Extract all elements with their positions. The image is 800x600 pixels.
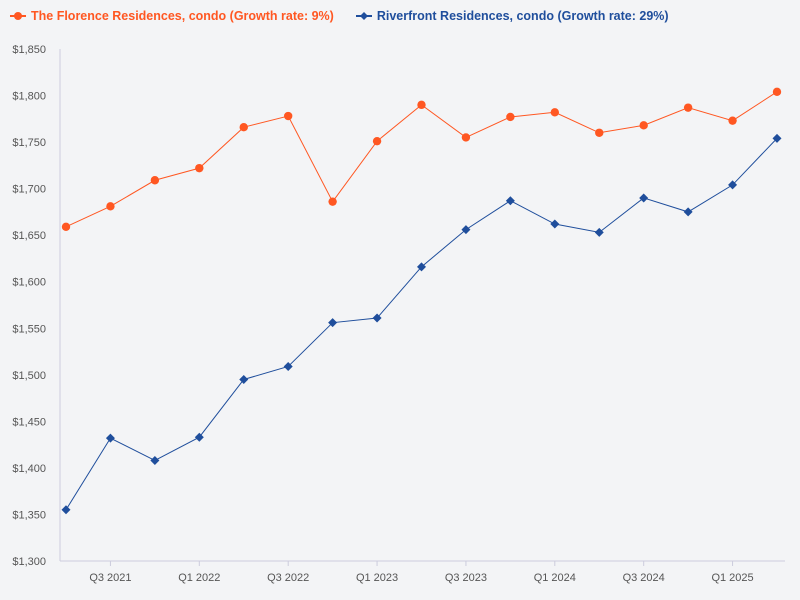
diamond-marker-icon [355,12,372,20]
x-tick-label: Q3 2022 [267,572,309,584]
y-tick-label: $1,450 [12,416,46,428]
x-tick-label: Q1 2023 [356,572,398,584]
x-tick-label: Q3 2024 [623,572,665,584]
y-tick-label: $1,400 [12,463,46,475]
data-point [106,202,115,211]
y-tick-label: $1,800 [12,91,46,103]
legend: The Florence Residences, condo (Growth r… [10,9,669,23]
data-point [728,116,737,125]
y-tick-label: $1,300 [12,556,46,568]
data-point [372,136,382,146]
data-point [461,133,471,142]
series-line-1 [65,138,778,511]
data-point [683,103,693,112]
data-point [195,163,204,173]
data-point [417,262,426,272]
data-point [372,313,382,323]
legend-item-riverfront[interactable]: Riverfront Residences, condo (Growth rat… [355,9,669,23]
y-tick-label: $1,600 [12,277,46,289]
circle-marker-icon [10,12,26,20]
legend-label: Riverfront Residences, condo (Growth rat… [376,9,669,23]
data-point [639,121,648,130]
x-tick-label: Q3 2023 [445,572,487,584]
data-point [505,196,515,206]
y-tick-label: $1,700 [12,184,46,196]
data-point [105,433,115,443]
data-point [239,374,249,384]
legend-label: The Florence Residences, condo (Growth r… [31,9,334,23]
data-point [728,180,738,190]
data-point [639,193,649,203]
data-point [772,87,782,97]
legend-item-florence[interactable]: The Florence Residences, condo (Growth r… [10,9,334,23]
y-tick-label: $1,500 [12,370,46,382]
data-point [417,100,426,110]
data-point [328,318,338,328]
data-point [328,197,337,206]
data-point [150,455,160,465]
data-point [283,111,293,121]
y-tick-label: $1,750 [12,137,46,149]
x-tick-label: Q1 2022 [178,572,220,584]
y-tick-label: $1,650 [12,230,46,242]
data-point [506,112,515,122]
x-tick-label: Q3 2021 [89,572,131,584]
data-point [61,222,71,232]
data-point [194,432,204,442]
data-point [150,176,160,185]
y-tick-label: $1,850 [12,44,46,56]
data-point [594,227,604,237]
y-tick-label: $1,350 [12,509,46,521]
data-point [461,225,471,235]
y-tick-label: $1,550 [12,323,46,335]
data-point [239,122,248,132]
x-tick-label: Q1 2024 [534,572,576,584]
data-point [283,361,293,371]
data-point [550,108,560,117]
x-tick-label: Q1 2025 [711,572,753,584]
data-point [772,133,782,143]
data-point [61,505,71,515]
data-point [683,207,693,217]
data-point [550,219,560,229]
data-point [595,128,604,137]
